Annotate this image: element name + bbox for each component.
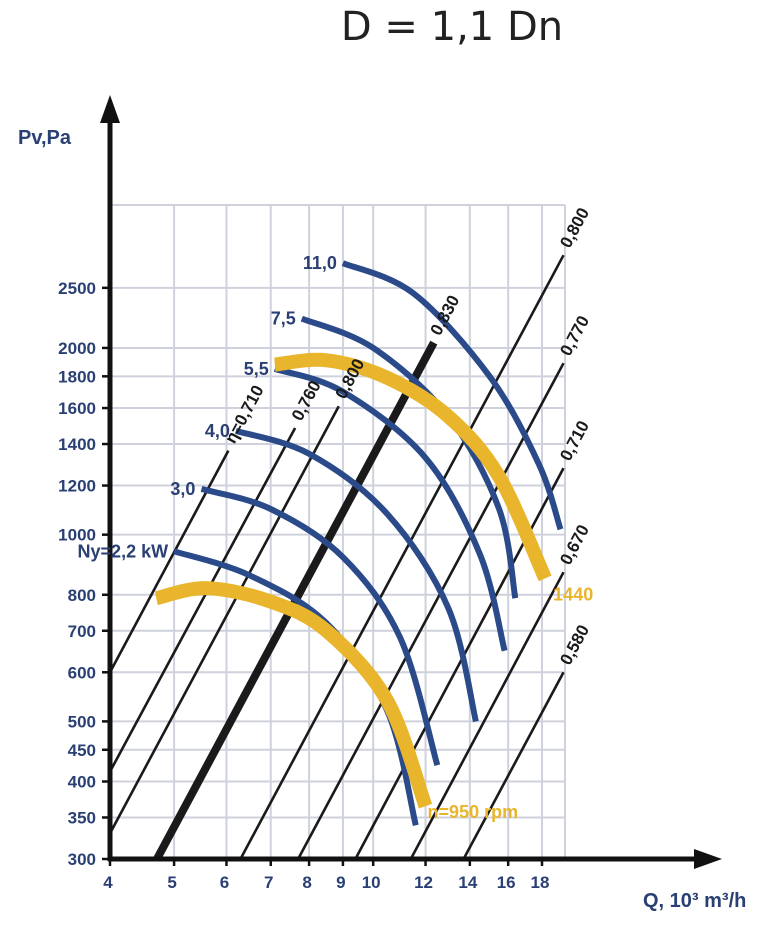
y-tick-label: 500 bbox=[68, 712, 96, 731]
efficiency-line bbox=[462, 671, 565, 860]
power-label: 11,0 bbox=[303, 253, 337, 273]
axes bbox=[100, 95, 722, 869]
efficiency-label: 0,830 bbox=[427, 292, 464, 338]
y-tick-label: 450 bbox=[68, 741, 96, 760]
efficiency-label: 0,580 bbox=[556, 622, 593, 668]
power-label: 3,0 bbox=[170, 479, 195, 499]
power-curve bbox=[341, 260, 564, 531]
tick-labels: 300 350 400 450 500 600 700 800 1000 1200 1400 1600… bbox=[58, 279, 549, 892]
x-tick-label: 6 bbox=[220, 873, 229, 892]
x-tick-label: 8 bbox=[302, 873, 311, 892]
efficiency-label: 0,760 bbox=[288, 377, 325, 423]
efficiency-label: 0,710 bbox=[556, 418, 593, 464]
efficiency-line bbox=[409, 571, 565, 860]
efficiency-label: 0,800 bbox=[556, 205, 593, 251]
speed-curve bbox=[273, 352, 552, 582]
x-tick-label: 4 bbox=[103, 873, 113, 892]
x-axis-label: Q, 10³ m³/h bbox=[643, 890, 746, 912]
y-tick-label: 1200 bbox=[58, 477, 96, 496]
efficiency-line bbox=[239, 254, 565, 860]
y-axis-label: Pv,Pa bbox=[18, 127, 72, 149]
y-tick-label: 1400 bbox=[58, 435, 96, 454]
efficiency-line bbox=[108, 450, 230, 673]
power-label: Ny=2,2 kW bbox=[78, 541, 169, 561]
y-tick-label: 800 bbox=[68, 586, 96, 605]
y-tick-label: 350 bbox=[68, 808, 96, 827]
x-tick-label: 7 bbox=[264, 873, 273, 892]
efficiency-line bbox=[108, 427, 297, 773]
power-label: 5,5 bbox=[244, 359, 269, 379]
y-tick-label: 1600 bbox=[58, 399, 96, 418]
x-tick-label: 12 bbox=[414, 873, 433, 892]
y-axis-arrow bbox=[100, 95, 120, 123]
y-tick-label: 1800 bbox=[58, 367, 96, 386]
y-tick-label: 700 bbox=[68, 622, 96, 641]
y-tick-label: 2000 bbox=[58, 339, 96, 358]
x-tick-label: 9 bbox=[336, 873, 345, 892]
y-tick-label: 1000 bbox=[58, 526, 96, 545]
x-tick-label: 18 bbox=[531, 873, 550, 892]
efficiency-lines bbox=[108, 254, 565, 861]
x-tick-label: 5 bbox=[167, 873, 176, 892]
efficiency-line bbox=[108, 405, 340, 834]
speed-curve bbox=[154, 581, 433, 809]
curve-labels: η=0,710 0,760 0,8000,8300,8000,7700,7100,6… bbox=[78, 205, 594, 823]
y-tick-label: 300 bbox=[68, 850, 96, 869]
efficiency-label: 0,770 bbox=[556, 313, 593, 359]
efficiency-line bbox=[296, 362, 565, 860]
power-curve bbox=[273, 366, 508, 652]
y-tick-label: 400 bbox=[68, 773, 96, 792]
grid bbox=[110, 204, 566, 859]
efficiency-line bbox=[354, 467, 565, 860]
speed-label: n=950 rpm bbox=[428, 802, 519, 822]
power-label: 4,0 bbox=[205, 421, 230, 441]
speed-label: 1440 bbox=[553, 584, 593, 604]
x-tick-label: 14 bbox=[458, 873, 477, 892]
x-axis-arrow bbox=[694, 849, 722, 869]
power-curve bbox=[235, 428, 479, 723]
x-tick-label: 16 bbox=[497, 873, 516, 892]
chart-title: D = 1,1 Dn bbox=[341, 4, 563, 50]
x-tick-label: 10 bbox=[362, 873, 381, 892]
power-label: 7,5 bbox=[271, 309, 296, 329]
y-tick-label: 2500 bbox=[58, 279, 96, 298]
speed-curves bbox=[154, 352, 552, 809]
power-curve bbox=[200, 486, 441, 767]
y-tick-label: 600 bbox=[68, 663, 96, 682]
